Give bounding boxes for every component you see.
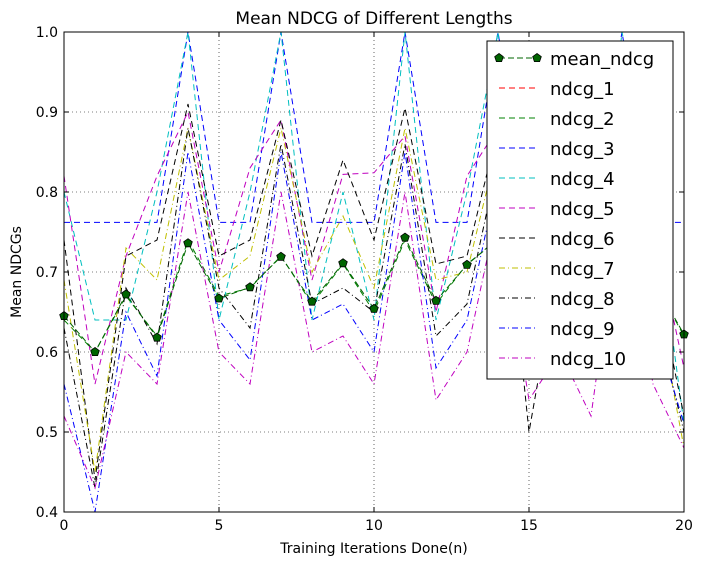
- legend: mean_ndcg ndcg_1 ndcg_2 ndcg_3 ndcg_4 ndcg_5n…: [486, 40, 674, 380]
- y-tick-label: 1.0: [36, 25, 58, 41]
- series-line-ndcg_5: [64, 110, 684, 385]
- x-axis-label: Training Iterations Done(n): [279, 541, 467, 557]
- x-tick-label: 5: [215, 518, 224, 534]
- legend-label-ndcg_10: ndcg_10: [550, 349, 626, 370]
- chart-title: Mean NDCG of Different Lengths: [235, 9, 512, 29]
- data-point-mean_ndcg: [338, 258, 348, 268]
- data-point-mean_ndcg: [431, 295, 441, 305]
- data-point-mean_ndcg: [245, 282, 255, 292]
- data-point-mean_ndcg: [183, 238, 193, 248]
- x-tick-label: 0: [60, 518, 69, 534]
- legend-label-ndcg_7: ndcg_7: [550, 259, 615, 280]
- legend-box: [486, 40, 674, 380]
- legend-label-ndcg_9: ndcg_9: [550, 319, 615, 340]
- legend-label-ndcg_5: ndcg_5: [550, 199, 615, 220]
- legend-marker: [494, 53, 504, 62]
- axis-ticks: 0 5 10 15 20 0.4 0.5 0.6 0.7 0.8 0.9 1.0: [36, 25, 693, 534]
- series-line-ndcg_6: [64, 103, 684, 481]
- x-tick-label: 15: [520, 518, 538, 534]
- legend-label-mean_ndcg: mean_ndcg: [550, 49, 654, 70]
- data-point-mean_ndcg: [214, 293, 224, 303]
- y-tick-label: 0.7: [36, 265, 58, 281]
- legend-label-ndcg_6: ndcg_6: [550, 229, 615, 250]
- legend-label-ndcg_8: ndcg_8: [550, 289, 615, 310]
- data-point-mean_ndcg: [369, 303, 379, 313]
- legend-label-ndcg_2: ndcg_2: [550, 109, 615, 130]
- series-line-ndcg_10: [64, 191, 684, 490]
- legend-label-ndcg_1: ndcg_1: [550, 79, 615, 100]
- y-axis-label: Mean NDCGs: [9, 226, 25, 318]
- x-tick-label: 20: [675, 518, 693, 534]
- data-point-mean_ndcg: [276, 251, 286, 261]
- legend-marker: [532, 53, 542, 62]
- y-tick-label: 0.6: [36, 345, 58, 361]
- y-tick-label: 0.4: [36, 505, 58, 521]
- data-point-mean_ndcg: [121, 289, 131, 299]
- x-tick-label: 10: [365, 518, 383, 534]
- y-tick-label: 0.5: [36, 425, 58, 441]
- data-point-mean_ndcg: [152, 332, 162, 342]
- data-point-mean_ndcg: [400, 232, 410, 242]
- y-tick-label: 0.8: [36, 185, 58, 201]
- series-line-ndcg_4: [64, 31, 684, 425]
- y-tick-label: 0.9: [36, 105, 58, 121]
- legend-label-ndcg_3: ndcg_3: [550, 139, 615, 160]
- data-point-mean_ndcg: [307, 296, 317, 306]
- data-point-mean_ndcg: [462, 259, 472, 269]
- data-point-mean_ndcg: [90, 347, 100, 357]
- legend-label-ndcg_4: ndcg_4: [550, 169, 615, 190]
